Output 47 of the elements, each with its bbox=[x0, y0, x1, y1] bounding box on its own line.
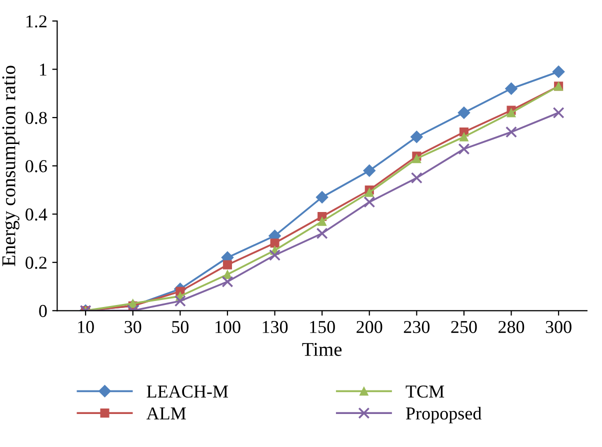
point bbox=[316, 190, 328, 204]
x-tick-label: 300 bbox=[546, 320, 572, 334]
point bbox=[506, 126, 518, 138]
x-tick-label: 280 bbox=[498, 320, 524, 334]
point bbox=[410, 130, 423, 144]
point bbox=[174, 295, 186, 307]
point bbox=[363, 164, 376, 177]
point bbox=[222, 276, 234, 288]
x-tick-label: 10 bbox=[78, 320, 94, 334]
y-tick-label: 1.2 bbox=[26, 15, 46, 28]
point bbox=[410, 172, 422, 184]
x-tick-label: 250 bbox=[451, 320, 477, 334]
point bbox=[222, 260, 232, 270]
legend-label: Propopsed bbox=[406, 406, 482, 424]
point bbox=[458, 143, 470, 155]
point bbox=[459, 132, 468, 142]
y-axis-title: Energy consumption ratio bbox=[2, 66, 20, 266]
legend-label: ALM bbox=[146, 407, 186, 420]
x-tick-label: 50 bbox=[172, 320, 189, 334]
point bbox=[316, 228, 328, 240]
point bbox=[506, 108, 516, 118]
point bbox=[505, 82, 518, 95]
y-tick-label: 0.2 bbox=[26, 256, 46, 269]
point bbox=[364, 188, 374, 197]
y-tick-label: 1 bbox=[40, 64, 46, 76]
y-tick-label: 0 bbox=[39, 304, 47, 318]
x-tick-label: 200 bbox=[356, 320, 382, 334]
x-tick-label: 30 bbox=[124, 320, 142, 334]
x-axis-title: Time bbox=[302, 342, 342, 356]
y-tick-label: 0.4 bbox=[26, 208, 48, 221]
legend-label: LEACH-M bbox=[146, 386, 228, 398]
point bbox=[552, 65, 565, 78]
point bbox=[412, 154, 422, 164]
x-tick-label: 230 bbox=[404, 320, 430, 334]
x-tick-label: 100 bbox=[216, 320, 240, 334]
legend-label: TCM bbox=[406, 386, 444, 398]
x-tick-label: 130 bbox=[262, 320, 288, 334]
point bbox=[552, 106, 564, 118]
point bbox=[364, 196, 376, 208]
x-tick-label: 150 bbox=[310, 320, 335, 334]
y-tick-label: 0.6 bbox=[26, 160, 47, 172]
point bbox=[458, 106, 470, 119]
point bbox=[128, 298, 138, 308]
y-tick-label: 0.8 bbox=[26, 112, 47, 124]
point bbox=[270, 238, 280, 248]
point bbox=[269, 249, 281, 261]
point bbox=[318, 216, 327, 226]
